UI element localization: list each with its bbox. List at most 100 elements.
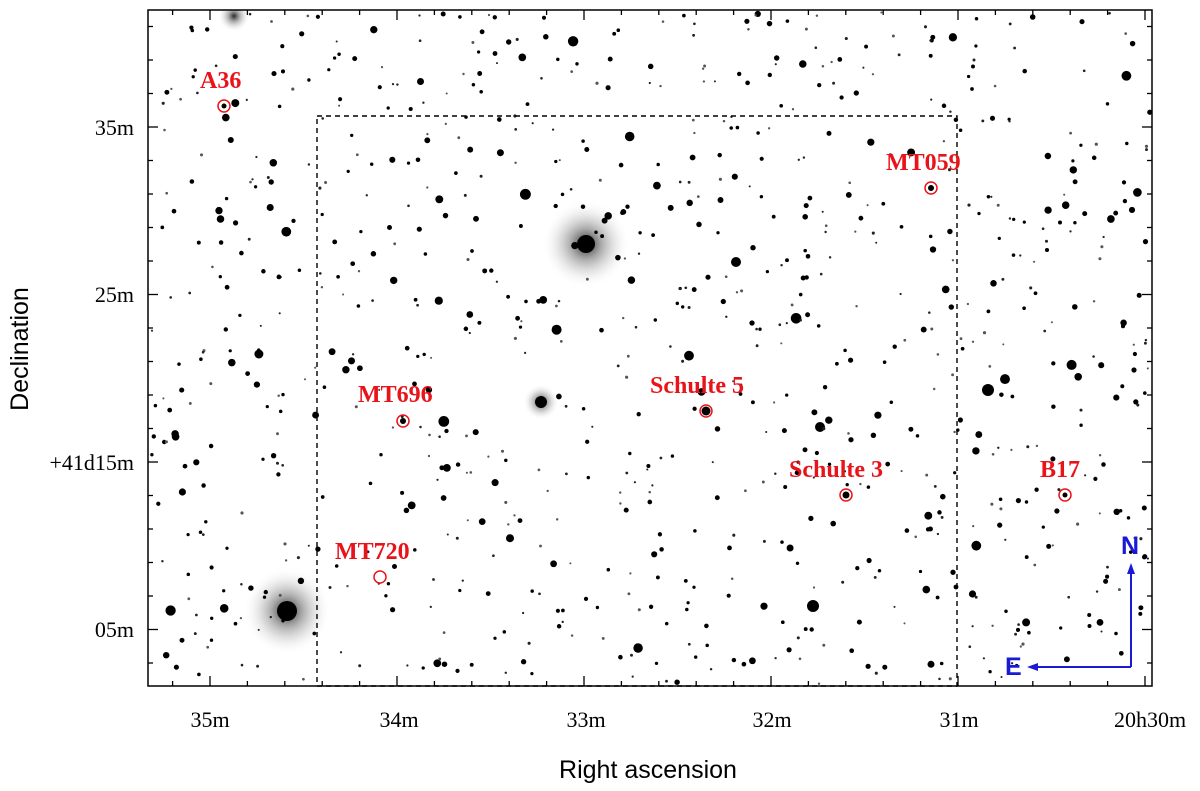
star: [352, 56, 358, 62]
star: [278, 593, 282, 597]
star: [606, 567, 611, 572]
star: [254, 349, 264, 359]
star: [457, 136, 461, 140]
star: [685, 607, 689, 612]
star: [421, 666, 425, 670]
star: [591, 425, 594, 428]
star: [412, 381, 417, 387]
star: [201, 350, 205, 354]
star: [444, 122, 447, 126]
star: [413, 548, 417, 552]
star: [351, 353, 355, 356]
star: [581, 139, 585, 143]
star: [908, 426, 914, 432]
star: [724, 275, 728, 279]
star: [520, 659, 527, 665]
star: [623, 507, 629, 513]
star: [1029, 286, 1033, 290]
star: [864, 44, 869, 49]
star: [196, 91, 199, 95]
star: [350, 261, 356, 267]
star: [223, 327, 228, 332]
star: [871, 231, 875, 235]
star: [923, 25, 928, 29]
star: [930, 34, 936, 40]
star: [281, 619, 285, 623]
star: [496, 149, 504, 157]
star: [790, 312, 802, 324]
star: [737, 71, 742, 77]
star: [318, 186, 322, 190]
star: [974, 16, 979, 21]
star: [900, 470, 903, 473]
star: [346, 584, 349, 588]
star: [232, 54, 238, 60]
star: [179, 637, 185, 643]
star: [422, 101, 425, 104]
star: [1002, 343, 1005, 346]
source-marker-b17: [1058, 488, 1072, 502]
star: [359, 229, 363, 234]
star: [1010, 448, 1013, 452]
star: [713, 80, 716, 83]
bright-star: [815, 422, 825, 432]
star: [827, 462, 832, 467]
star: [950, 569, 956, 575]
star: [637, 608, 641, 612]
star: [315, 546, 321, 552]
star: [687, 180, 691, 184]
star: [558, 159, 561, 162]
star: [648, 81, 651, 85]
star: [1008, 22, 1012, 26]
star: [1079, 19, 1085, 25]
star: [744, 489, 747, 493]
star: [571, 241, 579, 250]
x-tick-label: 33m: [566, 707, 605, 732]
bright-star: [731, 257, 741, 267]
star: [918, 569, 923, 574]
star: [384, 594, 388, 598]
star: [462, 72, 465, 76]
star: [1011, 253, 1016, 257]
star: [740, 289, 744, 293]
star: [550, 560, 557, 568]
star: [618, 654, 623, 660]
star: [201, 483, 206, 488]
star: [638, 231, 642, 235]
star: [858, 215, 864, 221]
star: [369, 162, 374, 166]
star: [648, 490, 651, 494]
source-label-mt059: MT059: [886, 150, 961, 176]
star: [314, 366, 317, 369]
star: [1087, 624, 1092, 628]
star: [817, 682, 821, 685]
source-star: [400, 418, 406, 424]
star: [540, 77, 543, 80]
star: [729, 126, 733, 130]
bright-star: [577, 235, 595, 253]
star: [173, 664, 179, 670]
star: [853, 90, 859, 96]
star: [822, 643, 826, 647]
star: [191, 75, 195, 79]
star: [735, 125, 740, 130]
star: [455, 668, 460, 674]
star: [839, 95, 844, 100]
star: [538, 592, 541, 596]
star: [692, 406, 697, 411]
star: [646, 463, 651, 469]
star: [1022, 220, 1026, 224]
star: [653, 318, 658, 322]
star: [501, 449, 504, 453]
star: [622, 316, 625, 320]
star: [429, 605, 432, 609]
star: [419, 425, 422, 429]
x-tick-label: 35m: [190, 707, 229, 732]
star: [904, 528, 910, 533]
star: [569, 187, 573, 191]
star: [735, 291, 739, 294]
star: [278, 409, 283, 414]
star: [551, 128, 555, 131]
star: [615, 254, 621, 261]
star: [278, 312, 281, 315]
